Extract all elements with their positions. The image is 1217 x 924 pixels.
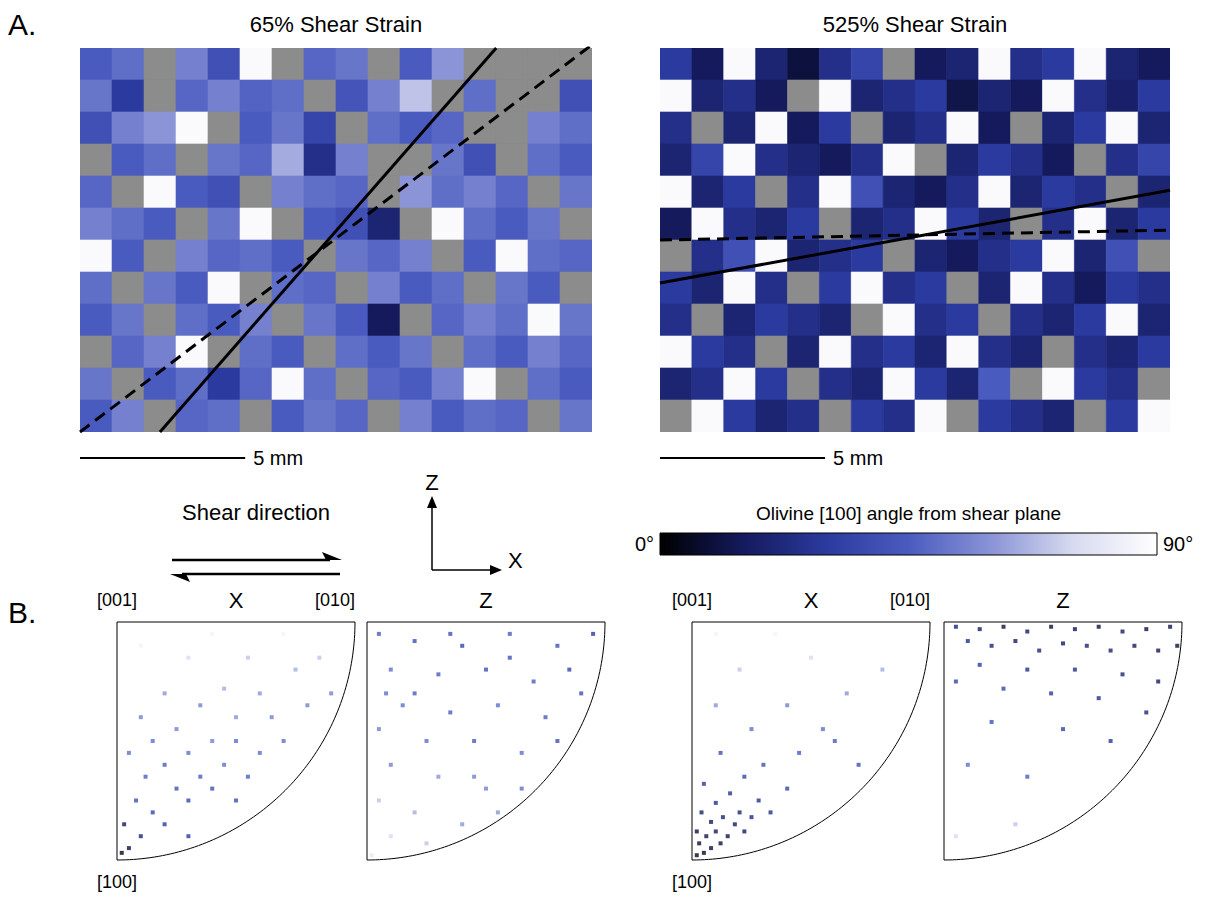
svg-text:5 mm: 5 mm bbox=[253, 447, 303, 469]
svg-text:Z: Z bbox=[1056, 588, 1069, 613]
svg-text:90°: 90° bbox=[1163, 533, 1193, 555]
svg-text:[001]: [001] bbox=[97, 590, 137, 610]
svg-text:Z: Z bbox=[425, 470, 438, 495]
svg-text:X: X bbox=[229, 588, 244, 613]
svg-text:Shear direction: Shear direction bbox=[182, 500, 330, 525]
svg-text:65% Shear Strain: 65% Shear Strain bbox=[250, 12, 422, 37]
svg-text:[100]: [100] bbox=[672, 872, 712, 892]
svg-text:5 mm: 5 mm bbox=[833, 447, 883, 469]
svg-text:0°: 0° bbox=[635, 533, 654, 555]
svg-text:Olivine [100] angle from shear: Olivine [100] angle from shear plane bbox=[756, 503, 1061, 524]
svg-text:Z: Z bbox=[479, 588, 492, 613]
svg-text:B.: B. bbox=[8, 596, 36, 629]
svg-text:[001]: [001] bbox=[672, 590, 712, 610]
svg-text:[010]: [010] bbox=[315, 590, 355, 610]
svg-text:[100]: [100] bbox=[97, 872, 137, 892]
svg-text:525% Shear Strain: 525% Shear Strain bbox=[823, 12, 1008, 37]
svg-text:X: X bbox=[804, 588, 819, 613]
svg-text:A.: A. bbox=[8, 8, 36, 41]
svg-text:X: X bbox=[508, 548, 523, 573]
svg-text:[010]: [010] bbox=[890, 590, 930, 610]
